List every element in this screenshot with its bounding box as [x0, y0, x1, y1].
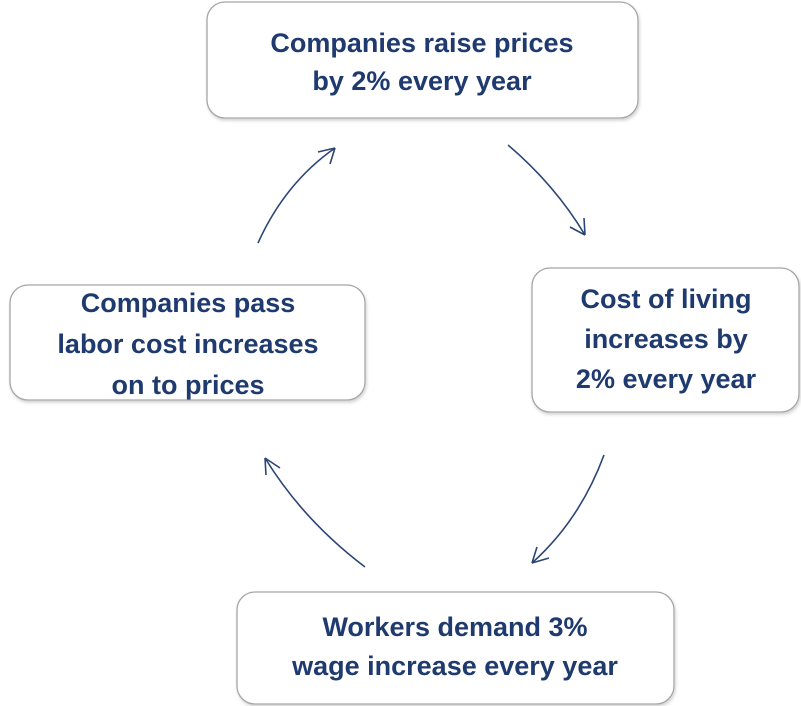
node-label: Workers demand 3%: [322, 612, 587, 642]
arrow: [257, 147, 336, 244]
node-box: [531, 267, 800, 413]
arrow: [531, 454, 605, 564]
node-box: [9, 284, 366, 401]
node-label: Cost of living: [581, 284, 752, 314]
node-box: [236, 591, 675, 705]
arrow: [264, 457, 366, 568]
node-label: labor cost increases: [57, 329, 318, 359]
arrowhead: [317, 147, 336, 165]
arrowhead: [569, 217, 586, 236]
node-label: increases by: [584, 324, 748, 354]
arrowhead: [531, 546, 550, 564]
node-label: wage increase every year: [291, 651, 618, 681]
arrowhead: [264, 457, 281, 476]
arrow: [507, 144, 586, 236]
node-label: on to prices: [111, 370, 264, 400]
node-label: by 2% every year: [312, 66, 532, 96]
node-label: Companies pass: [81, 288, 296, 318]
node-box: [206, 1, 639, 119]
node-label: 2% every year: [576, 364, 757, 394]
node-label: Companies raise prices: [270, 28, 573, 58]
